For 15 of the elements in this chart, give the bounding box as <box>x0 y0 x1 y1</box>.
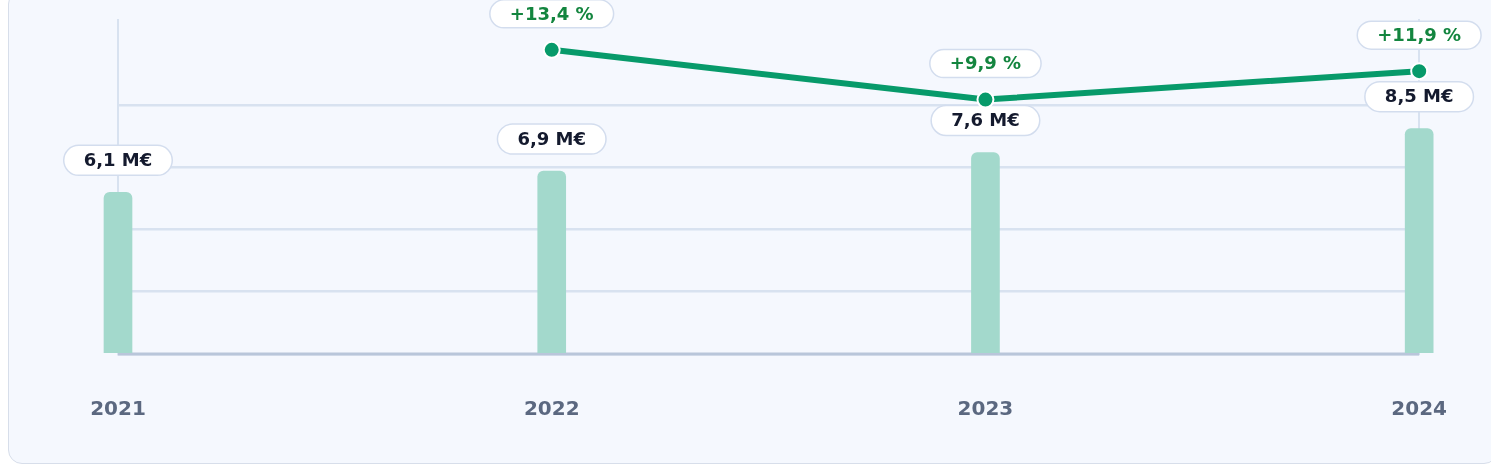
bar <box>537 170 567 354</box>
x-tick-label: 2024 <box>1391 396 1447 421</box>
data-label: 7,6 M€ <box>951 109 1020 131</box>
data-label: 6,9 M€ <box>517 127 587 149</box>
bar <box>1404 128 1434 354</box>
x-tick-label: 2021 <box>90 396 146 421</box>
data-label: +11,9 % <box>1377 23 1462 45</box>
data-label: 6,1 M€ <box>83 148 153 170</box>
data-label: 8,5 M€ <box>1384 85 1454 107</box>
bar <box>971 152 1000 354</box>
data-label: +9,9 % <box>949 52 1022 74</box>
x-tick-label: 2023 <box>957 396 1014 421</box>
bar <box>103 191 133 354</box>
x-tick-label: 2022 <box>523 396 580 421</box>
data-label: +13,4 % <box>509 2 594 24</box>
